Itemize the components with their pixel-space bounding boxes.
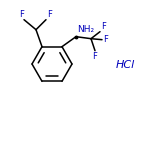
Text: F: F bbox=[93, 52, 97, 61]
Text: F: F bbox=[47, 10, 52, 19]
Text: F: F bbox=[20, 10, 24, 19]
Text: F: F bbox=[101, 22, 106, 31]
Text: F: F bbox=[103, 35, 108, 44]
Text: HCl: HCl bbox=[115, 60, 135, 70]
Text: NH₂: NH₂ bbox=[77, 25, 94, 34]
